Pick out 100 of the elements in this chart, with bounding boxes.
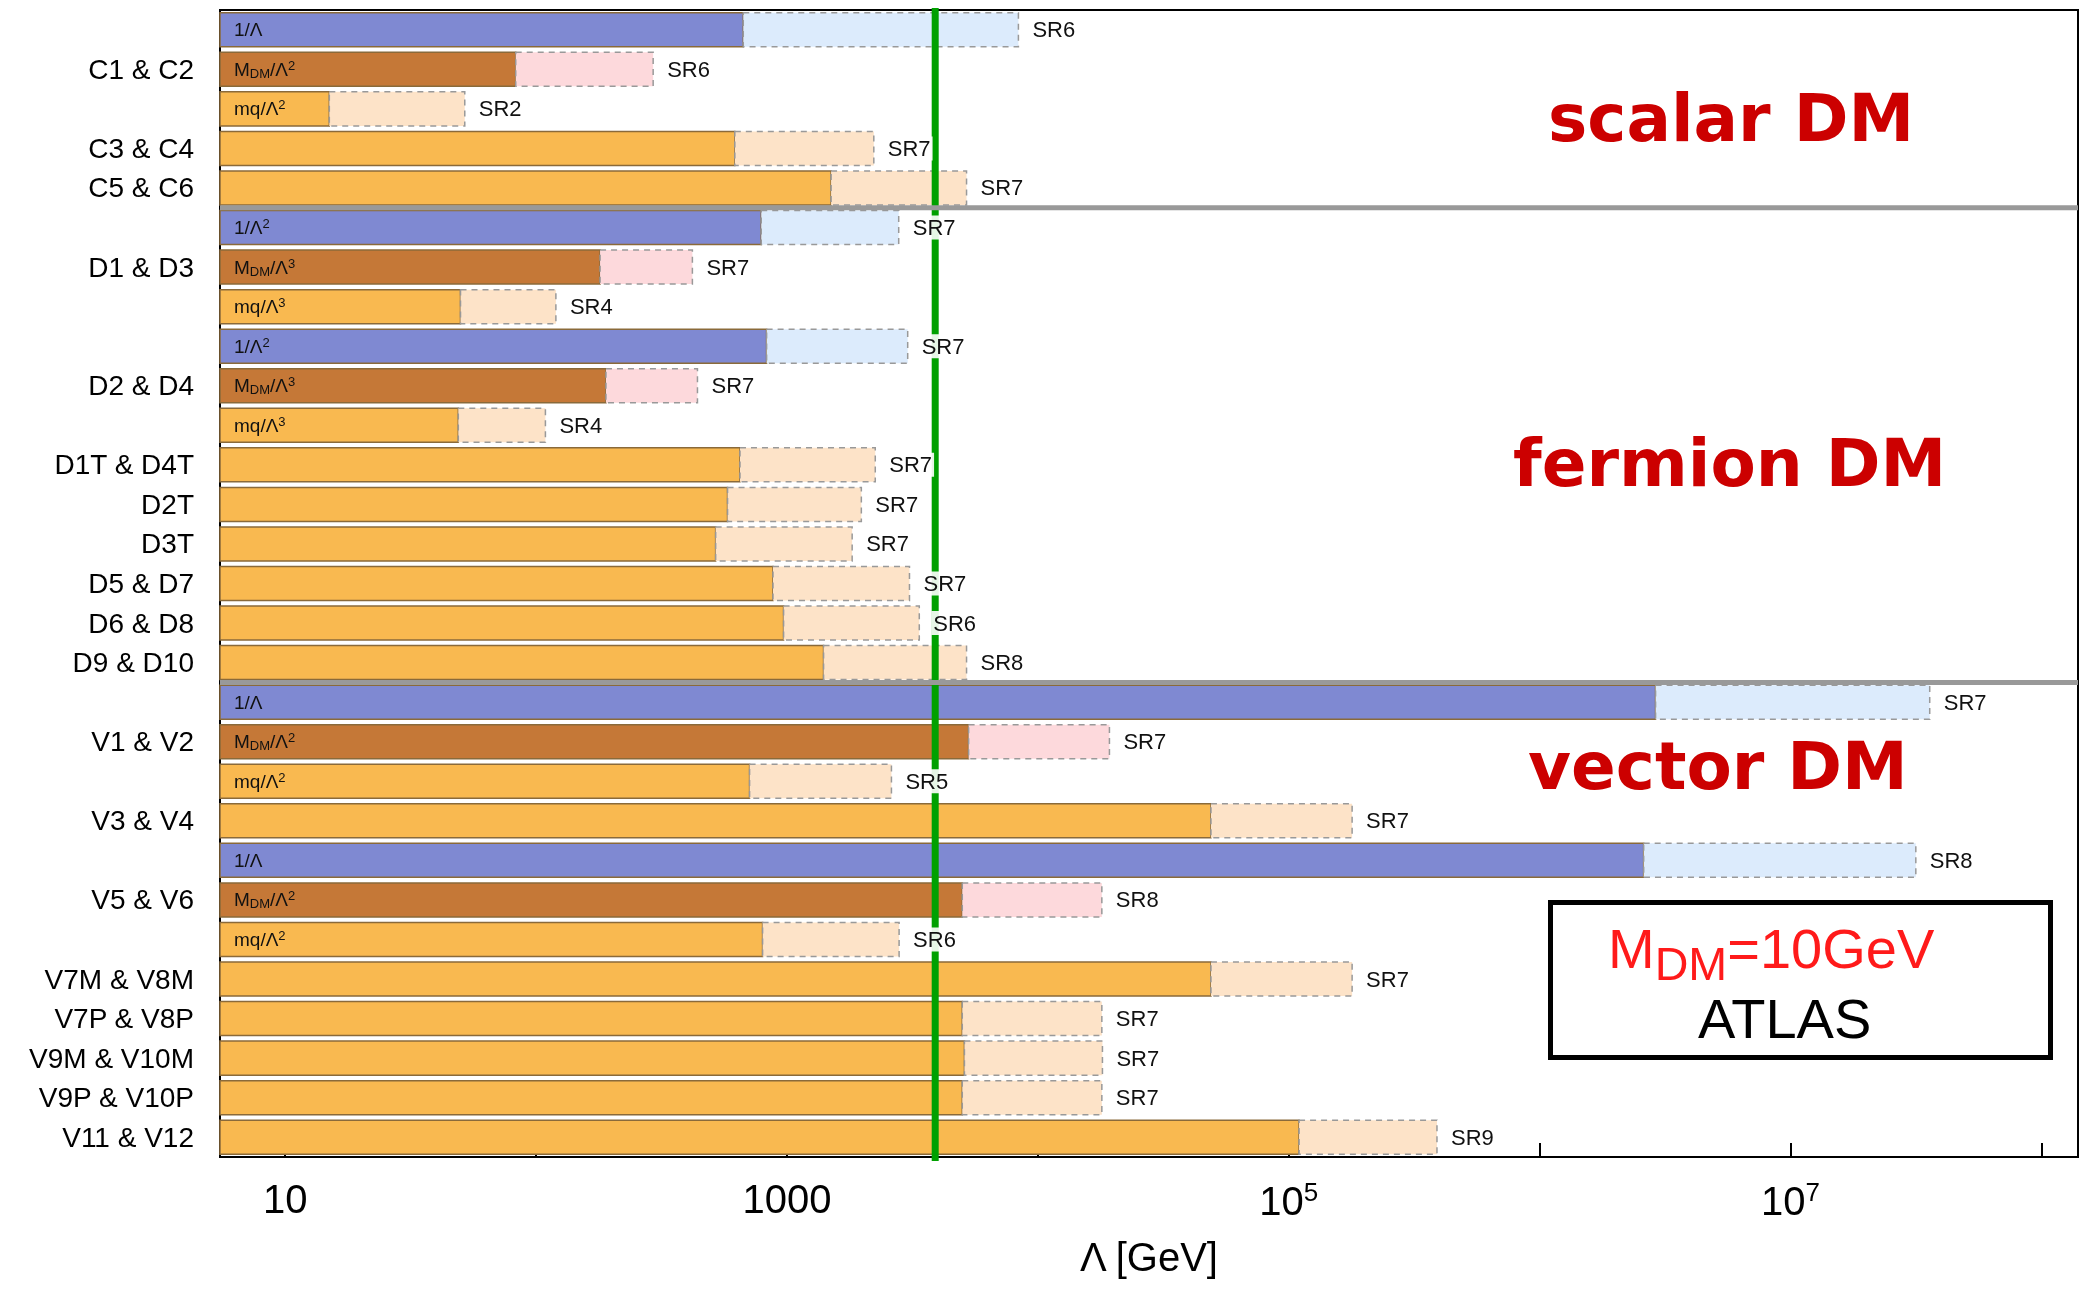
data-label: SR8 — [1115, 887, 1159, 913]
bar — [219, 367, 607, 404]
data-label: SR7 — [921, 333, 965, 359]
bar — [219, 1040, 966, 1076]
data-label: SR7 — [1116, 1045, 1160, 1071]
data-label: SR7 — [1366, 808, 1409, 834]
bar — [739, 447, 877, 483]
bar — [772, 565, 911, 602]
data-label: SR7 — [706, 254, 750, 280]
y2-tick-label: 1/Λ — [234, 19, 263, 41]
bar — [219, 91, 331, 127]
y2-tick-label: 1/Λ — [234, 691, 263, 713]
bar — [961, 1079, 1103, 1116]
bar — [219, 51, 517, 88]
data-label: SR7 — [980, 175, 1024, 201]
y-tick-label: V11 & V12 — [62, 1121, 194, 1153]
annotation: scalar DM — [1548, 80, 1915, 157]
bar — [605, 367, 699, 404]
bar — [219, 486, 729, 523]
bar — [748, 763, 893, 800]
bar — [726, 486, 863, 523]
bar — [961, 882, 1103, 918]
y-tick-label: V3 & V4 — [91, 805, 194, 837]
bar — [1298, 1119, 1438, 1155]
bar — [714, 526, 853, 562]
y-tick-label: D1T & D4T — [54, 449, 194, 481]
bar — [219, 684, 1657, 720]
bar — [219, 130, 736, 167]
y-tick-label: D3T — [141, 528, 194, 560]
y-tick-label: V7M & V8M — [44, 963, 194, 995]
bar — [219, 842, 1645, 879]
x-tick-label: 1000 — [742, 1177, 832, 1221]
bar — [219, 921, 764, 958]
data-label: SR6 — [1032, 17, 1076, 43]
bar — [219, 605, 785, 641]
y-tick-label: D9 & D10 — [72, 647, 194, 679]
bar — [219, 1119, 1300, 1155]
y-tick-label: C5 & C6 — [88, 172, 194, 204]
bar — [765, 328, 909, 364]
bar — [219, 447, 741, 483]
y-tick-label: C1 & C2 — [88, 53, 194, 85]
bar — [219, 526, 717, 562]
bar — [742, 12, 1020, 48]
data-label: SR7 — [711, 373, 755, 399]
annotation: vector DM — [1528, 728, 1908, 805]
data-label: SR7 — [889, 452, 933, 478]
data-label: SR8 — [1929, 847, 1973, 873]
y-tick-label: D6 & D8 — [88, 607, 194, 639]
bar — [459, 288, 557, 325]
bar — [963, 1040, 1104, 1076]
bar — [457, 407, 547, 444]
data-label: SR7 — [1366, 966, 1409, 992]
y-tick-label: V1 & V2 — [91, 726, 194, 758]
y-tick-label: D1 & D3 — [88, 251, 194, 283]
y-tick-label: D2T — [141, 488, 194, 520]
annotation: fermion DM — [1513, 425, 1947, 502]
data-label: SR7 — [1115, 1085, 1159, 1111]
y-tick-label: C3 & C4 — [88, 132, 194, 164]
bar — [734, 130, 875, 167]
bar — [219, 407, 460, 444]
data-label: SR6 — [913, 926, 956, 952]
data-label: SR7 — [887, 135, 931, 161]
bar — [219, 882, 964, 918]
bar — [219, 209, 762, 246]
bar — [219, 803, 1212, 839]
data-label: SR2 — [478, 96, 522, 122]
bar — [219, 288, 462, 325]
bar — [219, 170, 832, 206]
y-tick-label: V9P & V10P — [38, 1082, 194, 1114]
data-label: SR6 — [933, 610, 977, 636]
bar — [219, 644, 825, 681]
bar — [961, 1000, 1103, 1037]
bar — [219, 12, 745, 48]
bar — [219, 961, 1212, 997]
bar — [514, 51, 654, 88]
data-label: SR8 — [980, 650, 1024, 676]
bar — [761, 921, 900, 958]
data-label: SR7 — [1943, 689, 1987, 715]
bar — [219, 1079, 964, 1116]
data-label: SR7 — [1115, 1006, 1159, 1032]
bar — [328, 91, 466, 127]
bar — [219, 723, 970, 760]
data-label: SR4 — [569, 294, 613, 320]
x-tick-label: 10 — [262, 1177, 308, 1221]
bar — [599, 249, 694, 285]
y2-tick-label: 1/Λ — [234, 849, 263, 871]
data-label: SR7 — [1123, 729, 1167, 755]
y-tick-label: V9M & V10M — [29, 1042, 194, 1074]
data-label: SR5 — [905, 768, 949, 794]
bar — [219, 328, 768, 364]
bar — [1210, 961, 1353, 997]
x-axis-title: Λ [GeV] — [1080, 1235, 1218, 1279]
bar — [219, 763, 751, 800]
bar — [1210, 803, 1353, 839]
bar — [967, 723, 1111, 760]
data-label: SR7 — [875, 491, 919, 517]
data-label: SR9 — [1450, 1124, 1494, 1150]
data-label: SR7 — [923, 571, 967, 596]
y-tick-label: V5 & V6 — [91, 884, 194, 916]
bar — [219, 1000, 964, 1037]
